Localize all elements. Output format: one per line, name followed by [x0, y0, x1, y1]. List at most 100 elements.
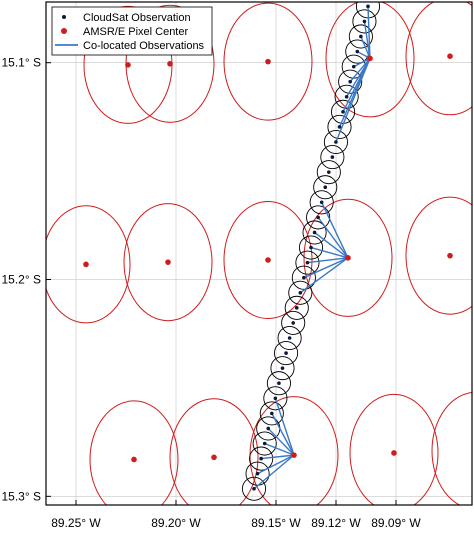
cloudsat-footprint-20 [313, 175, 338, 200]
cloudsat-footprint-30 [348, 24, 373, 49]
cloudsat-point-2 [259, 456, 263, 461]
cloudsat-point-16 [309, 245, 313, 250]
legend-cloudsat-label: CloudSat Observation [83, 12, 191, 24]
cloudsat-point-1 [255, 471, 260, 476]
colocated-line-1-15 [307, 257, 349, 264]
cloudsat-point-9 [284, 351, 288, 355]
cloudsat-point-19 [319, 200, 324, 205]
plot-area [46, 2, 472, 505]
amsre-footprint-5 [46, 205, 131, 324]
cloudsat-point-5 [270, 411, 274, 416]
amsre-footprint-8 [303, 198, 393, 317]
colocated-line-0-32 [367, 6, 371, 59]
cloudsat-footprint-24 [327, 114, 352, 139]
cloudsat-point-20 [323, 185, 328, 190]
amsre-center-7 [265, 257, 271, 263]
amsre-center-11 [211, 454, 217, 461]
colocated-line-1-17 [314, 231, 349, 259]
colocated-line-1-18 [317, 216, 349, 259]
cloudsat-point-11 [291, 321, 295, 325]
amsre-center-13 [391, 450, 397, 456]
amsre-center-2 [265, 58, 271, 65]
colocated-line-0-25 [342, 58, 371, 113]
legend-amsre-marker [61, 28, 67, 34]
amsre-center-0 [125, 62, 131, 68]
amsre-center-3 [367, 55, 373, 62]
y-axis: 15.1° S 15.2° S 15.3° S [2, 56, 51, 503]
cloudsat-point-18 [316, 215, 320, 220]
colocated-line-2-4 [267, 427, 295, 456]
cloudsat-point-21 [327, 170, 331, 174]
cloudsat-footprint-23 [323, 129, 348, 155]
cloudsat-footprint-3 [252, 431, 277, 456]
amsre-footprint-3 [325, 2, 415, 118]
amsre-center-6 [165, 259, 171, 265]
amsre-footprint-10 [89, 400, 179, 505]
cloudsat-footprint-21 [316, 160, 341, 185]
colocated-line-1-19 [321, 202, 349, 259]
colocated-line-2-5 [271, 413, 295, 456]
x-tick-label-3: 89.12° W [311, 516, 361, 530]
cloudsat-footprint-9 [274, 341, 299, 366]
cloudsat-point-24 [337, 125, 342, 129]
colocated-line-1-16 [310, 246, 349, 259]
cloudsat-point-6 [273, 396, 278, 401]
cloudsat-footprint-13 [288, 280, 313, 305]
cloudsat-footprint-8 [270, 356, 295, 381]
cloudsat-footprint-7 [266, 371, 291, 396]
legend-colocated-label: Co-located Observations [83, 40, 205, 52]
x-axis: 89.25° W 89.20° W 89.15° W 89.12° W 89.09° W [51, 500, 421, 530]
cloudsat-footprint-16 [298, 235, 324, 260]
cloudsat-footprint-15 [295, 250, 320, 275]
amsre-footprint-14 [431, 392, 472, 505]
cloudsat-footprint-19 [309, 190, 334, 215]
cloudsat-footprint-11 [281, 310, 306, 335]
colocated-line-2-2 [261, 454, 295, 460]
colocated-line-0-27 [349, 57, 371, 83]
cloudsat-point-25 [341, 110, 345, 114]
amsre-footprint-2 [223, 2, 313, 121]
cloudsat-point-3 [262, 441, 267, 446]
amsre-center-10 [131, 456, 137, 463]
cloudsat-point-29 [355, 49, 360, 54]
colocated-line-0-28 [353, 57, 371, 68]
colocated-line-1-13 [299, 257, 349, 294]
cloudsat-observations [252, 4, 370, 491]
colocated-line-0-30 [360, 36, 371, 59]
cloudsat-point-31 [362, 19, 367, 24]
x-tick-label-4: 89.09° W [371, 516, 421, 530]
cloudsat-point-4 [266, 426, 271, 431]
cloudsat-point-17 [312, 230, 317, 235]
cloudsat-footprint-31 [352, 9, 377, 34]
cloudsat-point-28 [351, 64, 356, 69]
y-tick-label-0: 15.1° S [2, 56, 42, 70]
amsre-center-5 [83, 261, 89, 268]
y-tick-label-1: 15.2° S [2, 273, 42, 287]
cloudsat-footprint-27 [338, 69, 363, 94]
cloudsat-point-13 [298, 290, 303, 295]
amsre-center-4 [447, 53, 453, 60]
cloudsat-point-0 [252, 486, 256, 491]
cloudsat-point-23 [334, 140, 338, 144]
colocated-lines [253, 6, 371, 490]
cloudsat-footprint-18 [306, 205, 331, 230]
cloudsat-point-12 [294, 306, 299, 310]
plot-frame [45, 1, 473, 506]
amsre-center-8 [345, 255, 351, 261]
cloudsat-footprint-17 [302, 220, 327, 245]
colocated-line-2-3 [264, 442, 295, 456]
x-tick-label-2: 89.15° W [251, 516, 301, 530]
colocated-line-1-14 [303, 257, 349, 279]
cloudsat-footprint-12 [284, 295, 309, 320]
cloudsat-point-27 [348, 79, 352, 84]
cloudsat-point-22 [330, 155, 335, 159]
cloudsat-point-26 [344, 94, 349, 99]
y-tick-label-2: 15.3° S [2, 489, 42, 503]
legend-amsre-label: AMSR/E Pixel Center [83, 26, 188, 38]
cloudsat-footprints [241, 2, 381, 501]
amsre-footprint-7 [223, 200, 313, 320]
amsre-footprint-9 [405, 196, 472, 315]
amsre-center-12 [291, 452, 297, 458]
cloudsat-footprint-0 [241, 476, 267, 501]
